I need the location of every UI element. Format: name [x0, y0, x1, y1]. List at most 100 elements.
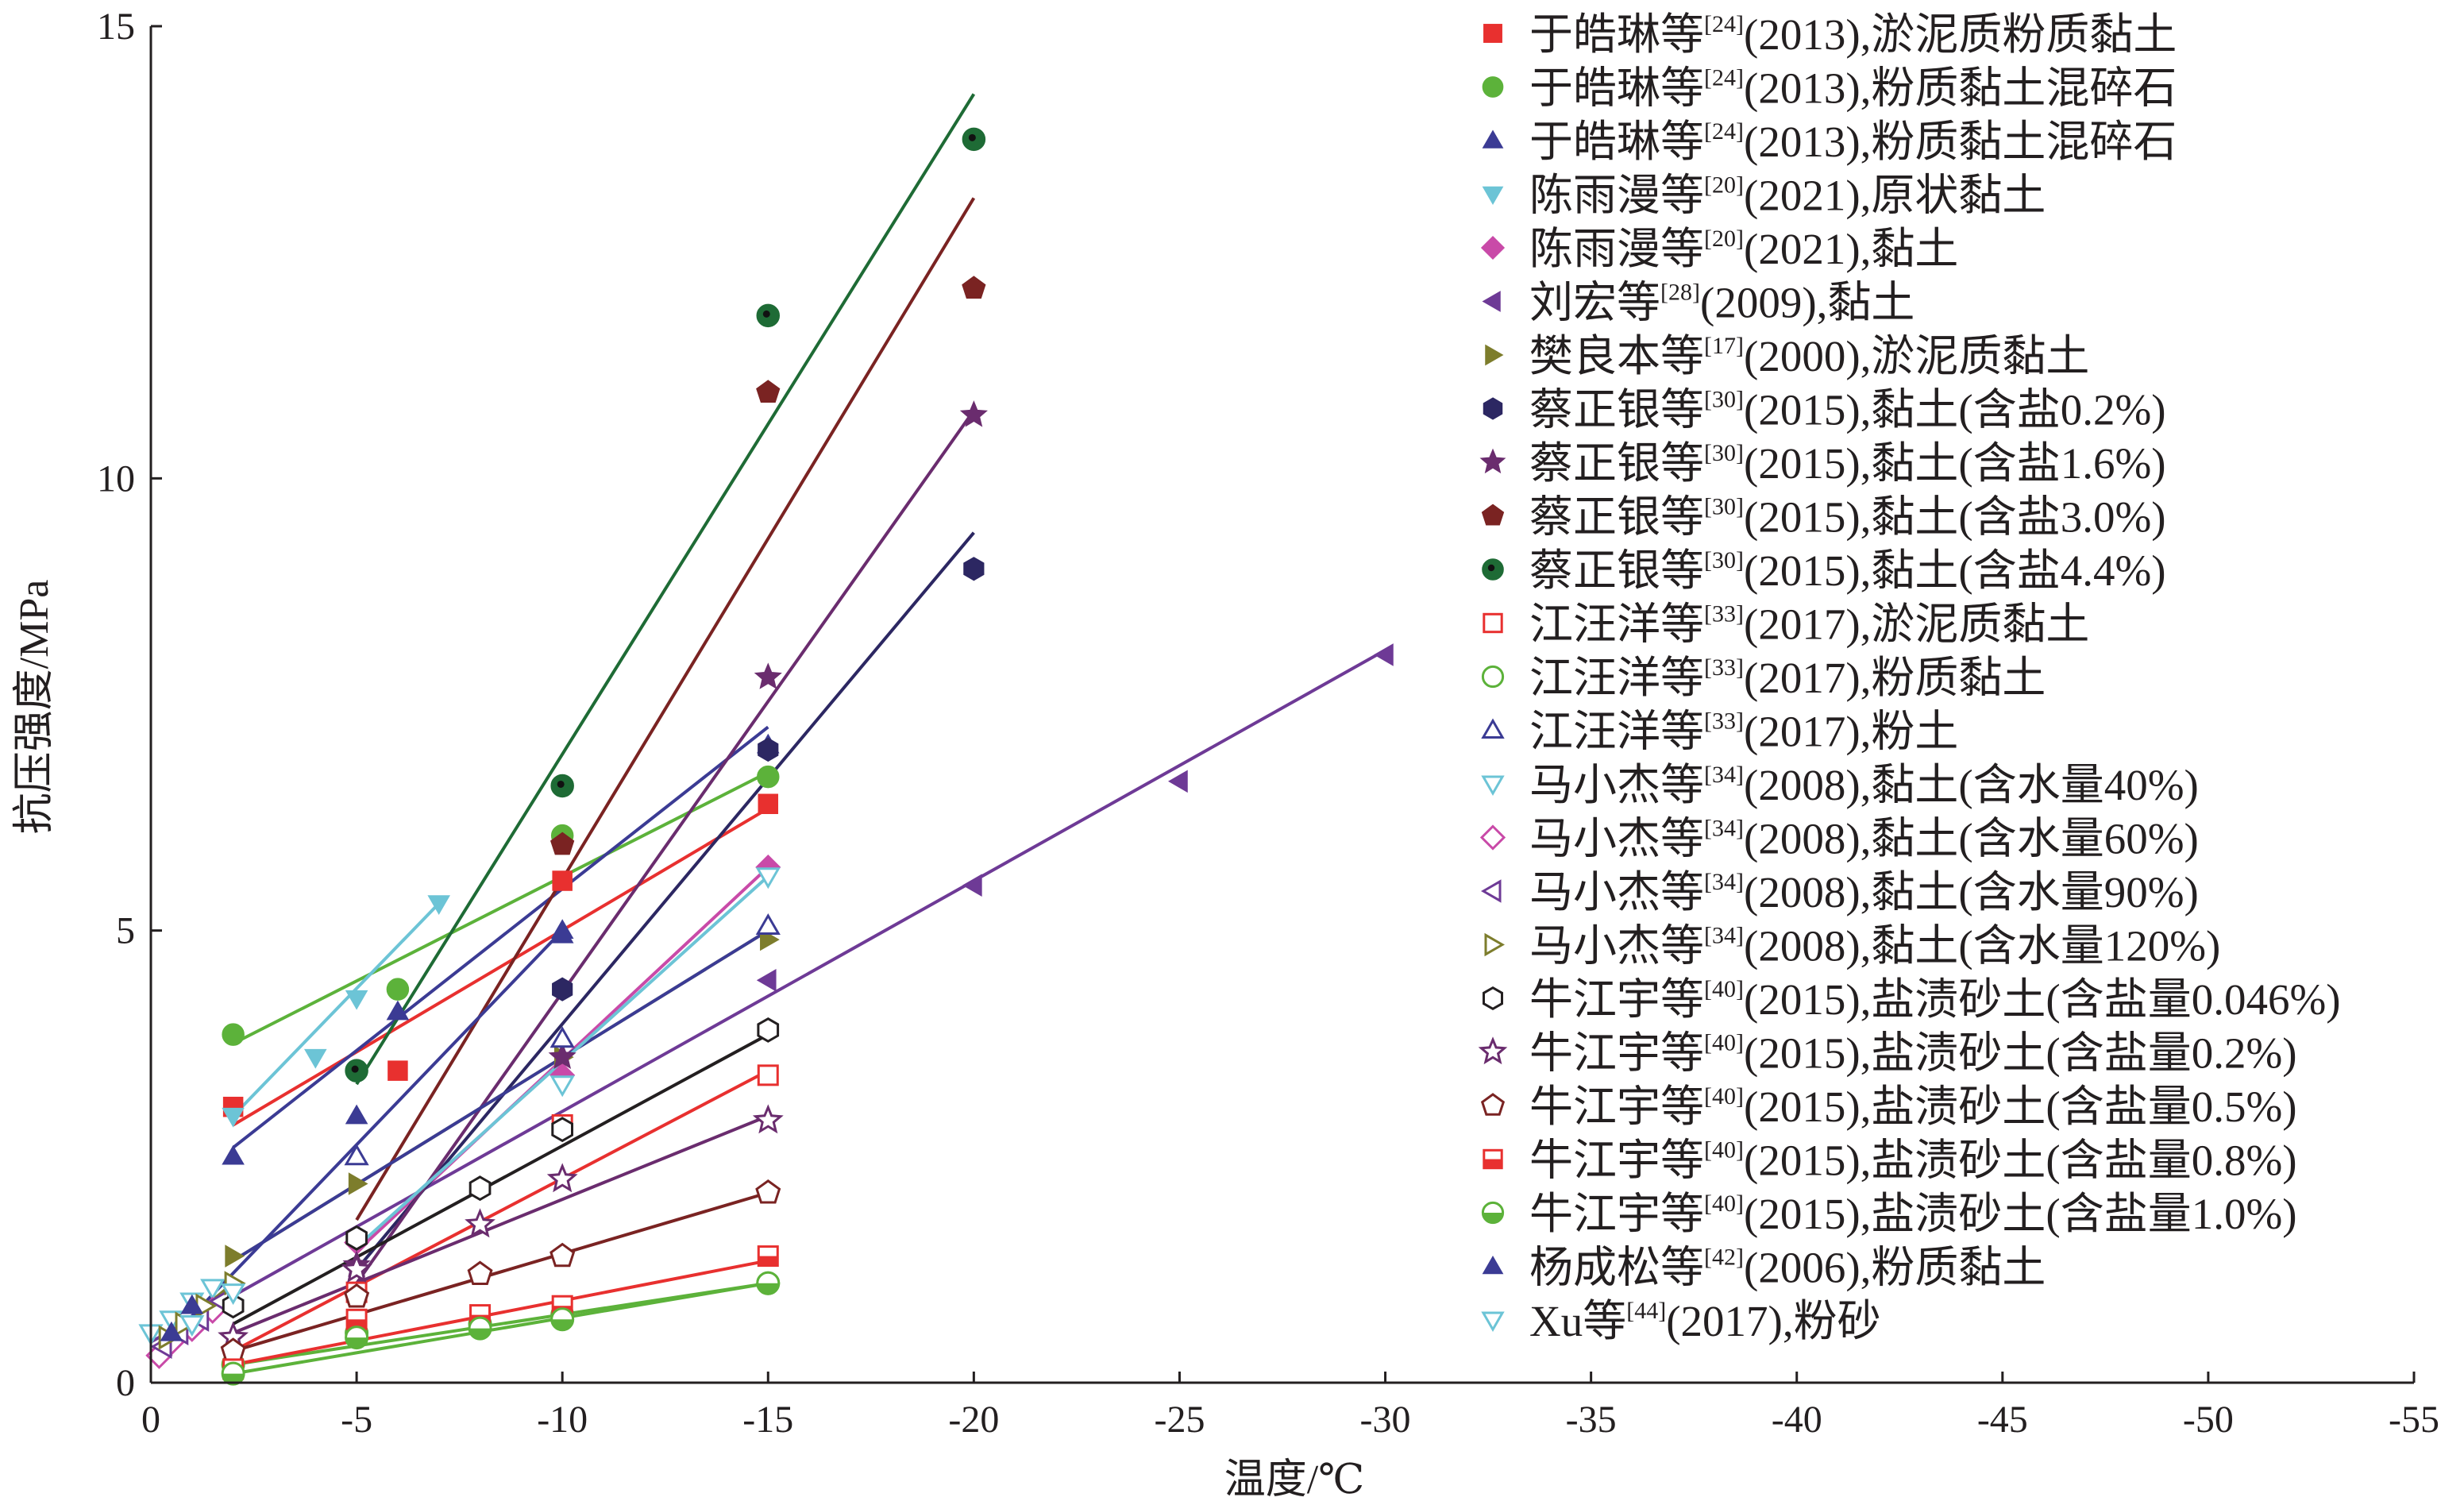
legend-marker: [1481, 718, 1505, 739]
data-point-s1: [758, 793, 779, 815]
legend-name: 牛江宇等: [1529, 1082, 1704, 1131]
legend-item: 樊良本等[17](2000),淤泥质黏土: [1485, 332, 2089, 380]
data-point-s6: [962, 874, 982, 897]
legend-label: 牛江宇等[40](2015),盐渍砂土(含盐量0.046%): [1529, 975, 2341, 1024]
legend-marker: [1485, 344, 1504, 366]
legend-marker: [1482, 129, 1504, 149]
fit-line-1: [232, 807, 769, 1127]
data-point-s10: [756, 380, 781, 403]
data-point-s4: [222, 1107, 245, 1128]
y-tick-label: 5: [116, 910, 135, 952]
legend-name: 马小杰等: [1529, 868, 1704, 917]
y-tick-label: 0: [116, 1362, 135, 1404]
data-point-s23: [756, 1271, 781, 1295]
data-point-s24: [160, 1321, 183, 1341]
legend-name: 江汪洋等: [1529, 600, 1704, 649]
fit-line-12: [232, 1069, 769, 1353]
y-tick-label: 10: [97, 457, 135, 500]
legend-desc: (2015),黏土(含盐0.2%): [1744, 386, 2166, 434]
data-point-s6: [1168, 770, 1188, 793]
legend-ref: [40]: [1704, 1030, 1744, 1056]
legend-ref: [42]: [1704, 1245, 1744, 1271]
legend-item: 蔡正银等[30](2015),黏土(含盐4.4%): [1482, 546, 2166, 595]
legend-item: 江汪洋等[33](2017),淤泥质黏土: [1483, 600, 2089, 649]
legend-label: 蔡正银等[30](2015),黏土(含盐3.0%): [1529, 493, 2166, 542]
fit-line-22: [233, 1259, 769, 1367]
x-tick-label: -20: [948, 1399, 999, 1441]
legend-name: 牛江宇等: [1529, 1136, 1704, 1185]
legend-ref: [24]: [1704, 118, 1744, 145]
data-point-s19: [345, 1225, 368, 1251]
legend-desc: (2017),粉砂: [1666, 1297, 1880, 1345]
legend-marker: [1483, 1148, 1503, 1170]
data-point-s23: [468, 1316, 492, 1341]
legend-item: 于皓琳等[24](2013),淤泥质粉质黏土: [1483, 10, 2177, 59]
legend-marker: [1482, 1255, 1504, 1275]
y-axis-title: 抗压强度/MPa: [12, 580, 57, 835]
data-point-s4: [345, 990, 368, 1010]
data-point-s7: [348, 1172, 368, 1195]
fit-line-10: [355, 197, 976, 1221]
legend-ref: [24]: [1704, 65, 1744, 91]
x-tick-label: -45: [1977, 1399, 2028, 1441]
data-markers: [138, 127, 1394, 1386]
legend-ref: [30]: [1704, 387, 1744, 413]
legend-marker: [1482, 291, 1501, 312]
legend-desc: (2015),黏土(含盐4.4%): [1744, 546, 2166, 595]
legend-name: 樊良本等: [1529, 332, 1704, 380]
data-point-s25: [221, 1283, 246, 1306]
legend-item: 牛江宇等[40](2015),盐渍砂土(含盐量1.0%): [1481, 1190, 2297, 1238]
fit-line-23: [233, 1281, 769, 1376]
fit-line-8: [355, 531, 975, 1271]
legend-item: 杨成松等[42](2006),粉质黏土: [1482, 1244, 2046, 1292]
data-point-s14: [755, 913, 781, 935]
legend-ref: [30]: [1704, 440, 1744, 466]
legend-desc: (2015),盐渍砂土(含盐量1.0%): [1744, 1190, 2297, 1238]
legend-item: 江汪洋等[33](2017),粉质黏土: [1481, 654, 2046, 702]
legend-desc: (2008),黏土(含水量120%): [1744, 922, 2220, 971]
data-point-s8: [758, 737, 779, 762]
legend-name: Xu等: [1529, 1297, 1626, 1345]
legend-marker: [1480, 879, 1502, 903]
y-tick-label: 15: [97, 6, 135, 48]
legend-marker: [1481, 1201, 1505, 1225]
legend-ref: [34]: [1704, 923, 1744, 949]
legend-name: 蔡正银等: [1529, 386, 1704, 434]
legend-label: 于皓琳等[24](2013),淤泥质粉质黏土: [1529, 10, 2177, 59]
legend-label: 江汪洋等[33](2017),淤泥质黏土: [1529, 600, 2089, 649]
data-point-s20: [752, 1104, 784, 1134]
legend-label: 樊良本等[17](2000),淤泥质黏土: [1529, 332, 2089, 380]
fit-line-2: [232, 770, 769, 1045]
data-point-s15: [200, 1279, 226, 1301]
legend-desc: (2015),盐渍砂土(含盐量0.5%): [1744, 1082, 2297, 1131]
legend-desc: (2021),黏土: [1744, 225, 1958, 273]
data-point-s6: [756, 969, 777, 992]
legend-label: 牛江宇等[40](2015),盐渍砂土(含盐量0.2%): [1529, 1029, 2297, 1078]
legend-ref: [40]: [1704, 1083, 1744, 1109]
data-point-s3: [222, 1144, 245, 1165]
legend-marker: [1483, 397, 1503, 420]
legend-ref: [28]: [1660, 280, 1700, 306]
legend-label: Xu等[44](2017),粉砂: [1529, 1297, 1881, 1345]
legend-desc: (2017),粉质黏土: [1744, 654, 2046, 702]
legend-desc: (2015),盐渍砂土(含盐量0.046%): [1744, 975, 2341, 1024]
data-point-s14: [549, 1026, 575, 1048]
x-tick-label: -5: [341, 1399, 372, 1441]
fit-line-20: [232, 1114, 769, 1335]
x-tick-label: -35: [1566, 1399, 1617, 1441]
data-point-s11: [962, 127, 986, 152]
data-point-s15: [755, 867, 781, 889]
fit-line-11: [355, 93, 976, 1086]
legend-desc: (2017),粉土: [1744, 708, 1958, 756]
data-point-s24: [550, 923, 574, 944]
legend-label: 杨成松等[42](2006),粉质黏土: [1529, 1244, 2046, 1292]
legend-ref: [34]: [1704, 816, 1744, 842]
legend-label: 牛江宇等[40](2015),盐渍砂土(含盐量1.0%): [1529, 1190, 2297, 1238]
data-point-s12: [757, 1064, 779, 1086]
legend-item: 牛江宇等[40](2015),盐渍砂土(含盐量0.8%): [1483, 1136, 2297, 1185]
x-tick-label: -25: [1154, 1399, 1205, 1441]
legend-label: 陈雨漫等[20](2021),黏土: [1529, 225, 1958, 273]
axes: [149, 26, 2414, 1384]
legend-ref: [34]: [1704, 869, 1744, 895]
legend-item: 陈雨漫等[20](2021),原状黏土: [1482, 172, 2046, 220]
